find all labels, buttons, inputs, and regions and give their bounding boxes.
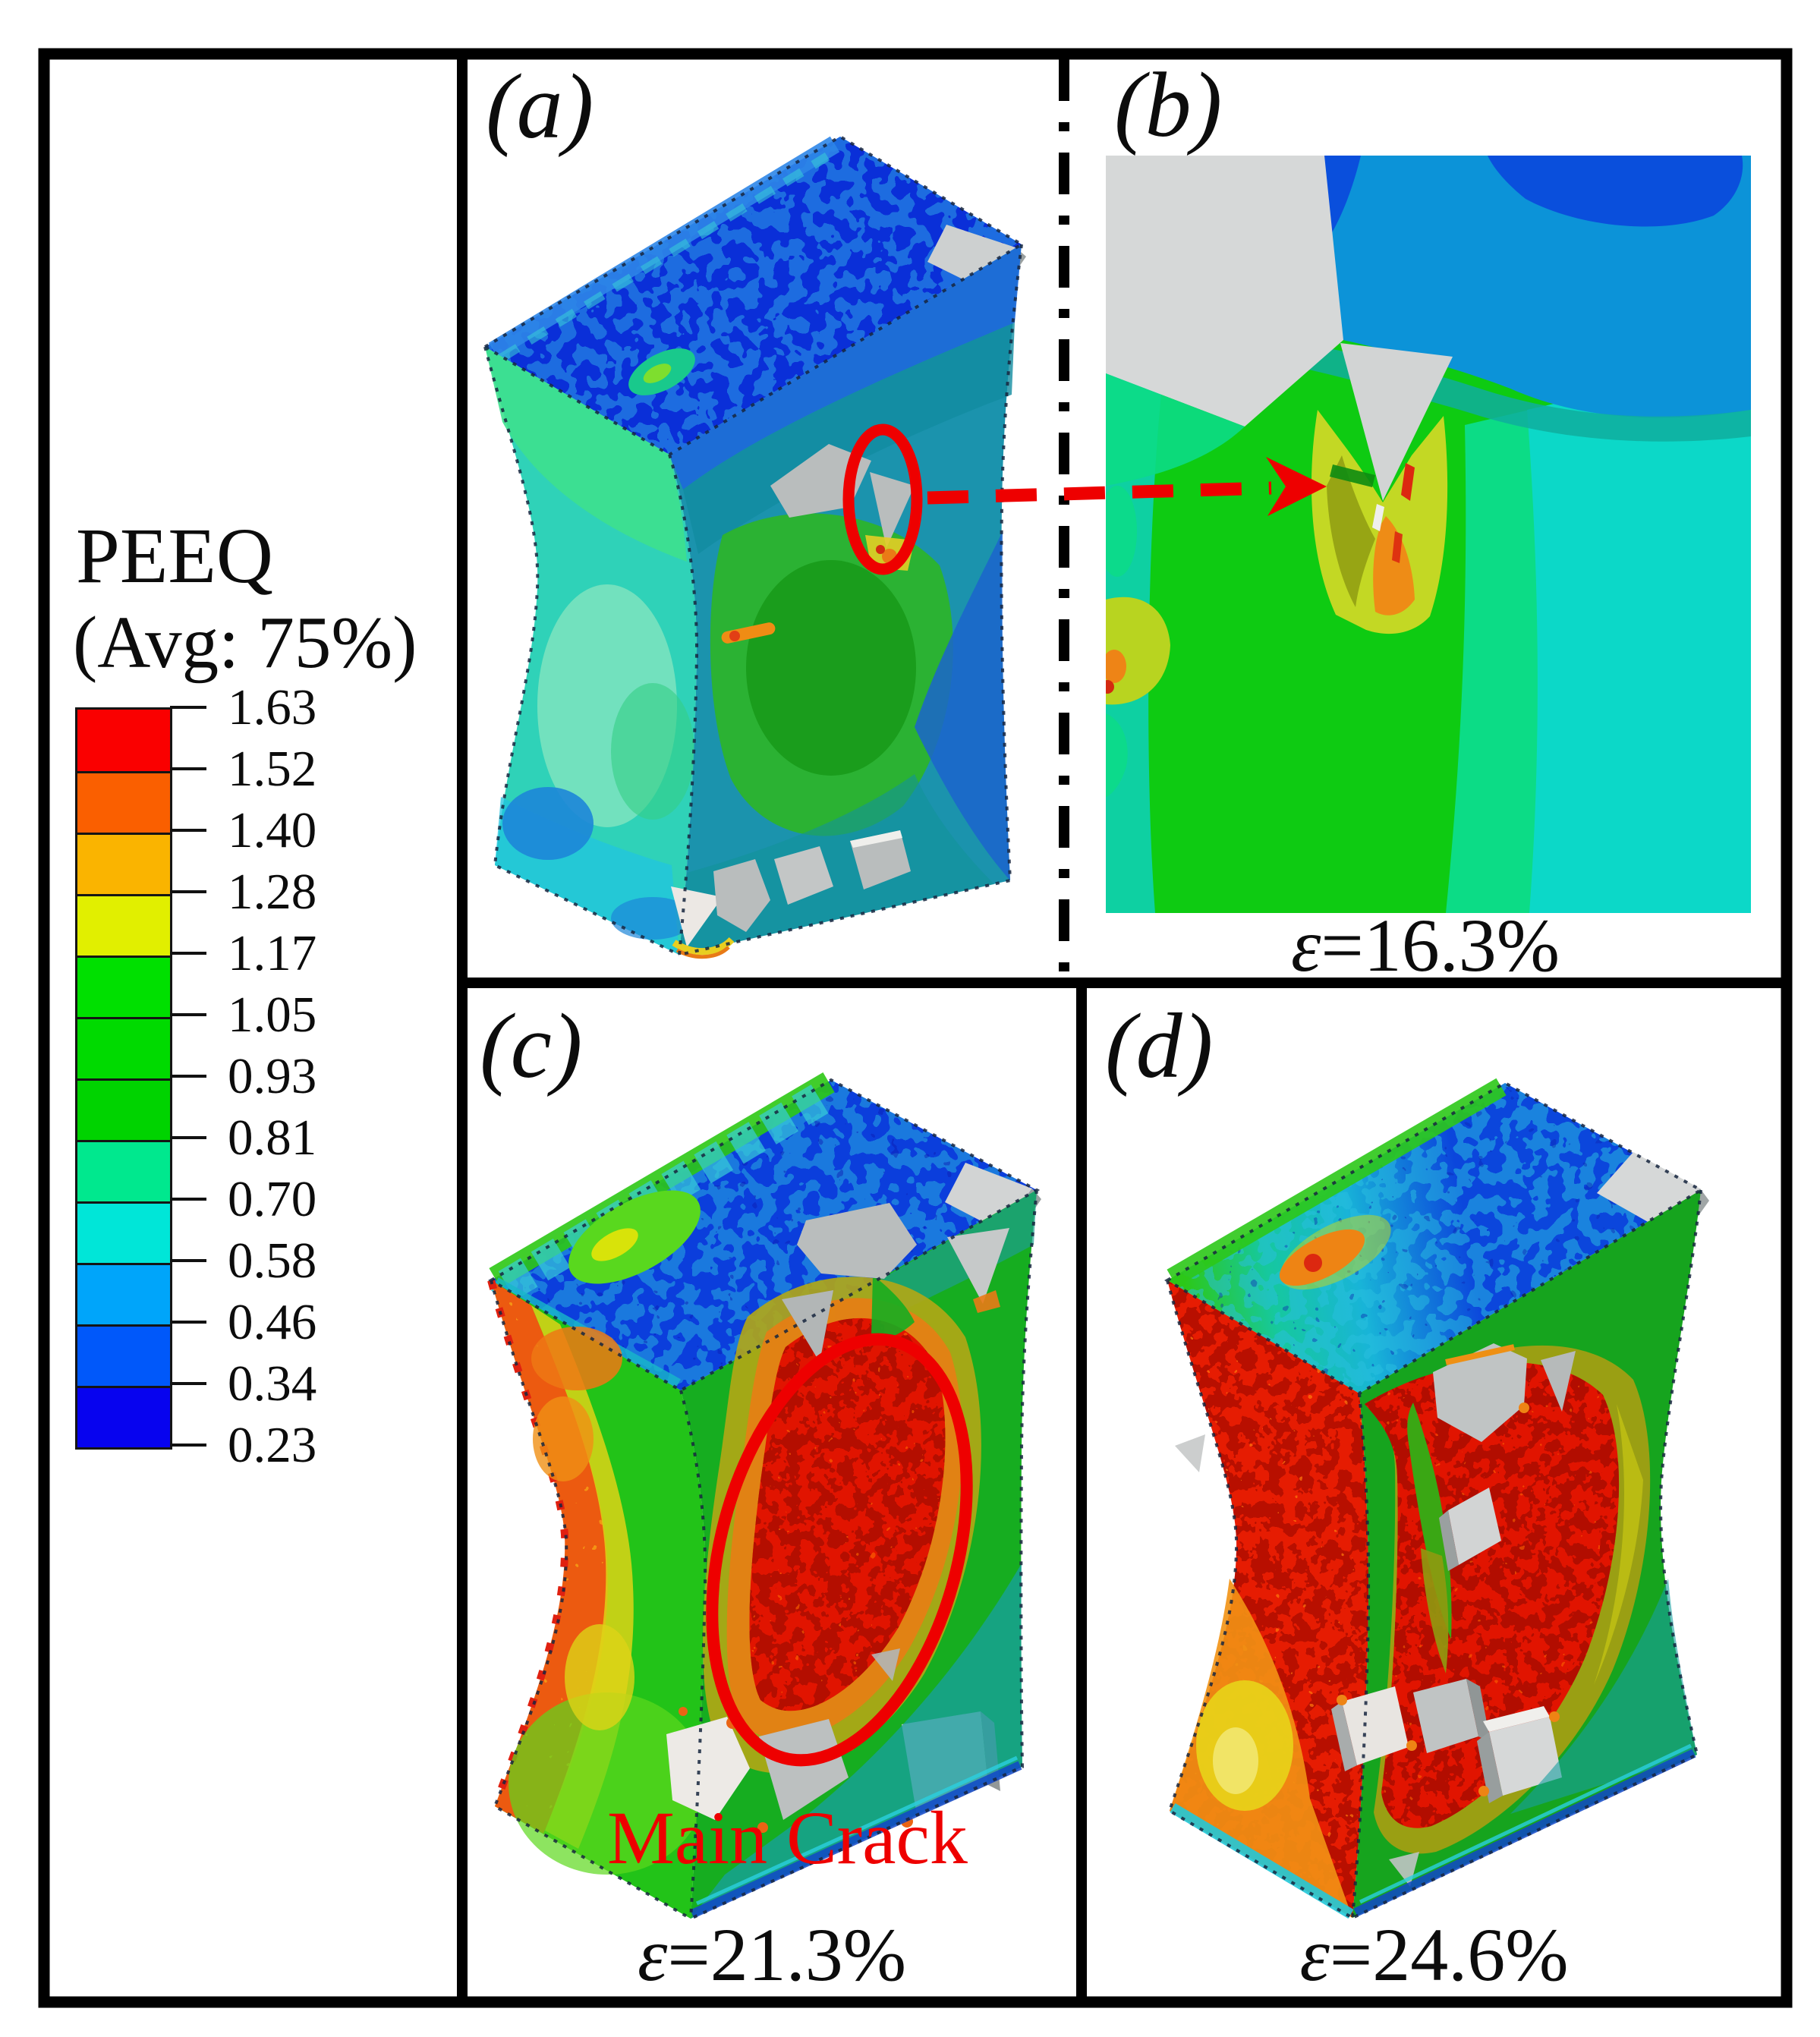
colorbar-tick-label: 0.93 <box>228 1048 317 1104</box>
panel-label-b: (b) <box>1114 54 1223 156</box>
colorbar: 1.63 1.52 1.40 1.28 1.17 1.05 0.93 0.81 0.70 0.58… <box>75 679 424 1473</box>
specimen-c <box>487 1072 1041 1920</box>
colorbar-tick-label: 1.28 <box>228 864 317 920</box>
colorbar-band <box>77 833 170 894</box>
caption-strain-c: ε=21.3% <box>468 1917 1076 1993</box>
colorbar-tick <box>170 1013 206 1016</box>
zoom-arrow-line <box>927 481 1272 505</box>
colorbar-tick <box>170 767 206 770</box>
colorbar-band <box>77 1201 170 1263</box>
colorbar-band <box>77 1386 170 1447</box>
annotations <box>706 423 1327 1767</box>
colorbar-band <box>77 1140 170 1201</box>
colorbar-band <box>77 710 170 771</box>
colorbar-tick <box>170 1382 206 1385</box>
main-crack-ellipse <box>706 1333 973 1767</box>
frame-borders <box>38 48 1793 2008</box>
colorbar-tick <box>170 1075 206 1078</box>
colorbar-tick <box>170 829 206 832</box>
colorbar-tick-label: 1.17 <box>228 925 317 981</box>
colorbar-tick-label: 0.34 <box>228 1355 317 1412</box>
colorbar-tick-label: 0.70 <box>228 1171 317 1227</box>
colorbar-tick-label: 1.63 <box>228 679 317 735</box>
colorbar-tick-label: 0.23 <box>228 1417 317 1473</box>
epsilon-symbol: ε <box>637 1913 668 1997</box>
colorbar-tick <box>170 890 206 893</box>
particles-d <box>1331 1343 1576 1887</box>
colorbar-tick-label: 1.52 <box>228 741 317 797</box>
colorbar-tick-label: 1.05 <box>228 987 317 1043</box>
colorbar-band <box>77 1263 170 1324</box>
caption-strain-b: ε=16.3% <box>1069 908 1781 984</box>
colorbar-tick <box>170 706 206 709</box>
colorbar-tick-label: 0.46 <box>228 1294 317 1350</box>
colorbar-bands <box>75 707 172 1450</box>
specimen-a <box>482 134 1026 959</box>
colorbar-band <box>77 1324 170 1386</box>
main-crack-label: Main Crack <box>607 1796 968 1880</box>
colorbar-tick <box>170 1259 206 1262</box>
colorbar-tick-label: 0.58 <box>228 1233 317 1289</box>
legend-title: PEEQ <box>76 512 273 600</box>
colorbar-band <box>77 894 170 956</box>
caption-strain-d: ε=24.6% <box>1087 1917 1781 1993</box>
colorbar-tick <box>170 1444 206 1447</box>
colorbar-tick-label: 0.81 <box>228 1110 317 1166</box>
colorbar-tick <box>170 1321 206 1324</box>
panel-label-d: (d) <box>1105 995 1214 1097</box>
colorbar-tick <box>170 1136 206 1139</box>
epsilon-symbol: ε <box>1290 903 1321 987</box>
colorbar-tick <box>170 1198 206 1201</box>
particle-pentagon <box>1106 156 1343 427</box>
colorbar-band <box>77 771 170 833</box>
epsilon-symbol: ε <box>1299 1913 1330 1997</box>
panel-label-a: (a) <box>486 55 594 158</box>
zoom-image-b <box>1106 156 1751 913</box>
outer-border <box>38 48 1793 2008</box>
specimen-d <box>1164 1078 1709 1919</box>
caption-value: =16.3% <box>1321 903 1560 987</box>
colorbar-tick <box>170 952 206 955</box>
highlight-circle <box>842 423 923 575</box>
colorbar-tick-label: 1.40 <box>228 802 317 858</box>
caption-value: =24.6% <box>1329 1913 1569 1997</box>
zoom-arrow-head <box>1266 457 1327 516</box>
colorbar-band <box>77 956 170 1017</box>
panel-label-c: (c) <box>480 995 583 1097</box>
legend-subtitle: (Avg: 75%) <box>73 602 417 683</box>
caption-value: =21.3% <box>667 1913 907 1997</box>
colorbar-band <box>77 1017 170 1078</box>
particle-triangle <box>1340 343 1453 501</box>
colorbar-band <box>77 1078 170 1140</box>
